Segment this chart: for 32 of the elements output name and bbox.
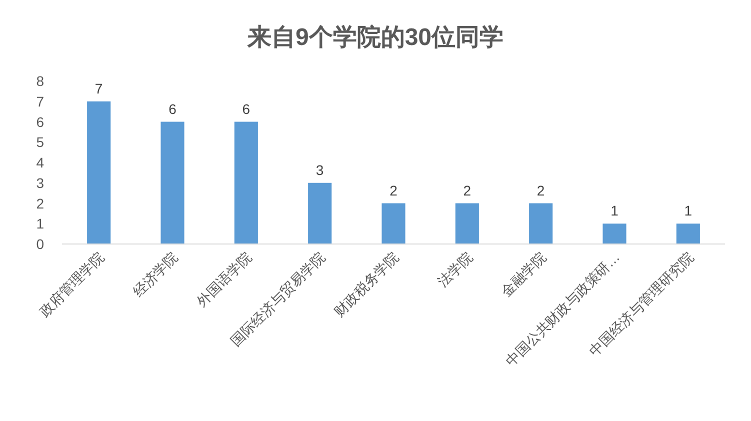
data-label: 2	[536, 182, 545, 198]
x-tick-label: 经济学院	[130, 248, 181, 300]
data-label: 6	[242, 100, 250, 117]
bar	[382, 203, 406, 244]
x-tick-label: 金融学院	[498, 248, 549, 300]
x-tick-label: 法学院	[434, 248, 476, 290]
y-tick-label: 6	[36, 114, 44, 130]
bar	[676, 224, 700, 244]
bar	[234, 122, 258, 244]
bar	[529, 203, 553, 244]
y-tick-label: 1	[36, 216, 44, 232]
data-label: 2	[390, 182, 398, 198]
chart-title: 来自9个学院的30位同学	[246, 24, 504, 51]
y-tick-label: 8	[36, 73, 44, 89]
y-tick-label: 3	[36, 174, 44, 191]
data-label: 2	[463, 182, 472, 198]
bar	[602, 224, 626, 244]
bar	[308, 182, 332, 244]
bar	[455, 203, 479, 244]
y-tick-label: 4	[36, 154, 44, 170]
x-tick-label: 财政税务学院	[330, 248, 402, 320]
y-tick-label: 7	[36, 93, 44, 110]
data-label: 1	[610, 202, 619, 219]
bar	[87, 101, 111, 244]
data-label: 7	[94, 80, 103, 96]
y-tick-label: 2	[36, 195, 44, 212]
data-label: 6	[168, 100, 177, 117]
bar	[160, 122, 184, 244]
x-tick-label: 外国语学院	[193, 248, 254, 310]
y-tick-label: 5	[36, 134, 44, 150]
data-label: 1	[684, 202, 692, 219]
data-label: 3	[316, 162, 324, 178]
